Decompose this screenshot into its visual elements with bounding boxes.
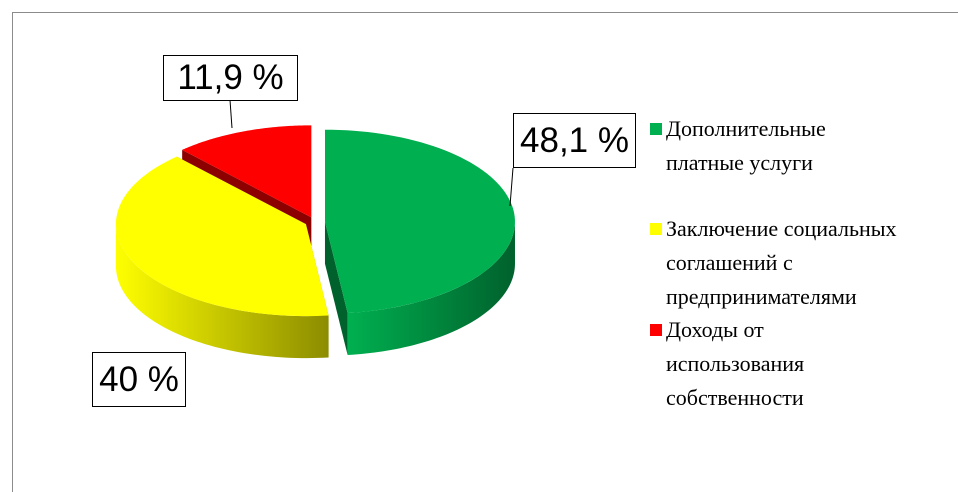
legend-swatch (650, 223, 662, 235)
legend-swatch (650, 123, 662, 135)
pie-slice (324, 129, 515, 356)
data-label: 11,9 % (163, 55, 298, 101)
pie-slice (115, 156, 329, 359)
legend-item: Доходы от использования собственности (650, 313, 846, 415)
legend-swatch (650, 324, 662, 336)
leader-line (229, 99, 233, 129)
legend-label: Заключение социальных соглашений с предп… (666, 216, 897, 309)
data-label: 48,1 % (513, 113, 636, 168)
slice-top (324, 129, 515, 314)
leader-line (509, 167, 514, 207)
legend-item: Дополнительные платные услуги (650, 112, 866, 180)
legend-label: Дополнительные платные услуги (666, 116, 826, 175)
legend-label: Доходы от использования собственности (666, 317, 805, 410)
slice-top (182, 125, 312, 218)
slice-side (115, 224, 329, 359)
slice-top (115, 156, 329, 317)
legend-item: Заключение социальных соглашений с предп… (650, 212, 956, 314)
slice-side (347, 221, 515, 356)
data-label: 40 % (92, 352, 186, 407)
chart-border (12, 12, 958, 492)
slice-wall (324, 221, 348, 356)
